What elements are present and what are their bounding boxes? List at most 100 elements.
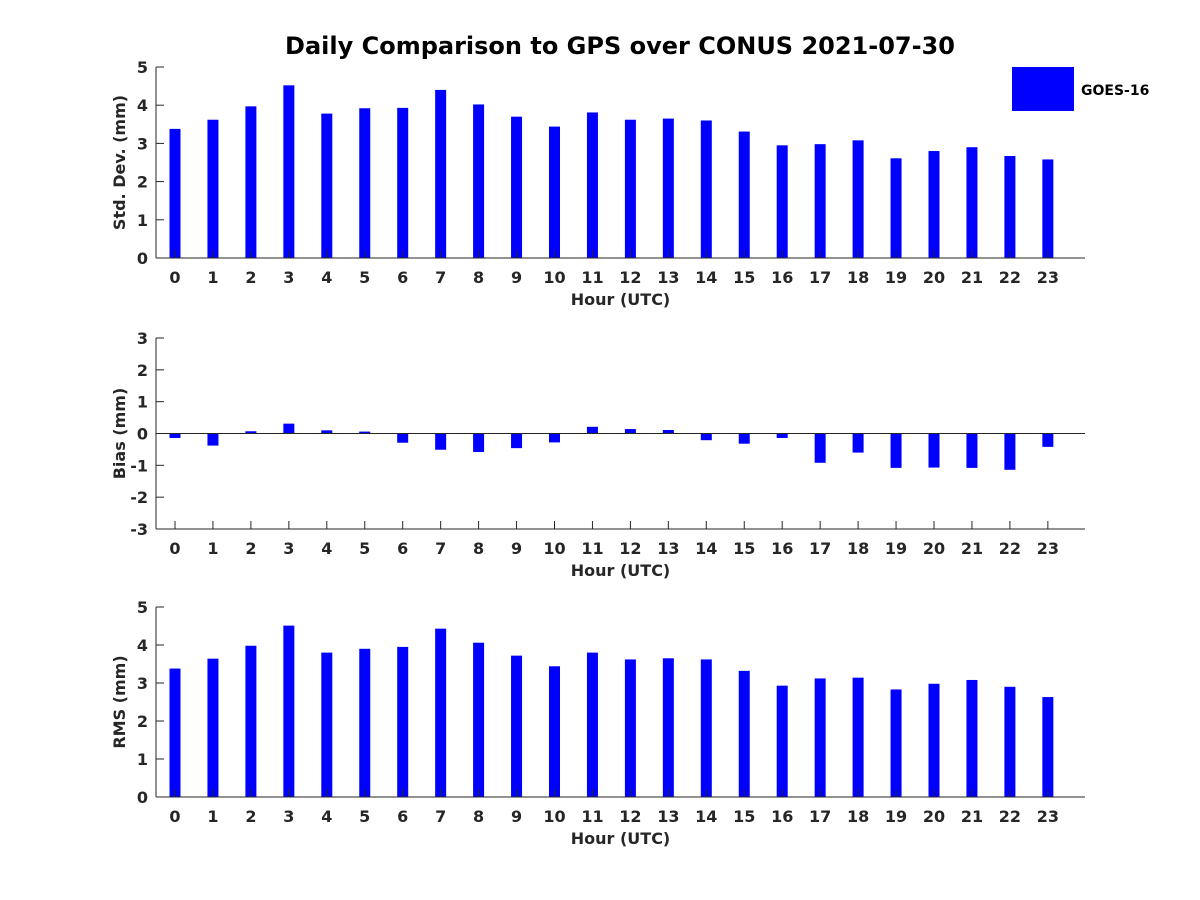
rms-xtick-label-4: 4	[321, 807, 332, 826]
rms-bar-2	[245, 645, 257, 797]
std-dev-xtick-label-9: 9	[511, 268, 522, 287]
rms-bar-13	[662, 658, 674, 797]
rms-bar-8	[473, 642, 485, 797]
bias-bar-17	[814, 433, 826, 463]
rms-xtick-label-11: 11	[581, 807, 603, 826]
rms-bar-17	[814, 678, 826, 797]
bias-bar-0	[169, 433, 181, 438]
rms-xtick-label-23: 23	[1037, 807, 1059, 826]
bias-xtick-label-4: 4	[321, 539, 332, 558]
chart-title: Daily Comparison to GPS over CONUS 2021-…	[285, 32, 955, 60]
rms-bar-23	[1042, 697, 1054, 797]
bias-ytick-label-3: 0	[137, 425, 148, 444]
rms-bar-5	[359, 648, 371, 797]
bias-xtick-label-3: 3	[283, 539, 294, 558]
std-dev-xtick-label-2: 2	[245, 268, 256, 287]
rms-ytick-label-1: 1	[137, 750, 148, 769]
std-dev-bar-20	[928, 151, 940, 258]
legend-label: GOES-16	[1081, 83, 1149, 99]
bias-xtick-label-14: 14	[695, 539, 717, 558]
bias-xtick-label-21: 21	[961, 539, 983, 558]
std-dev-xtick-label-21: 21	[961, 268, 983, 287]
rms-xtick-label-10: 10	[543, 807, 565, 826]
bias-xtick-label-23: 23	[1037, 539, 1059, 558]
bias-bar-21	[966, 433, 978, 468]
bias-xlabel: Hour (UTC)	[571, 561, 671, 580]
std-dev-bar-16	[776, 145, 788, 258]
bias-bar-7	[435, 433, 447, 450]
rms-bar-11	[586, 652, 598, 797]
rms-bar-18	[852, 677, 864, 797]
rms-xtick-label-16: 16	[771, 807, 793, 826]
bias-bar-1	[207, 433, 219, 446]
std-dev-bar-21	[966, 147, 978, 258]
rms-ytick-label-2: 2	[137, 712, 148, 731]
std-dev-ytick-label-4: 4	[137, 96, 148, 115]
rms-ytick-label-4: 4	[137, 636, 148, 655]
bias-bar-22	[1004, 433, 1016, 470]
legend: GOES-16	[1012, 67, 1149, 111]
std-dev-xtick-label-6: 6	[397, 268, 408, 287]
std-dev-xtick-label-0: 0	[169, 268, 180, 287]
rms-bar-10	[549, 666, 560, 797]
rms-xtick-label-17: 17	[809, 807, 831, 826]
bias-xtick-label-10: 10	[543, 539, 565, 558]
bias-xtick-label-8: 8	[473, 539, 484, 558]
bias-xtick-label-2: 2	[245, 539, 256, 558]
bias-xtick-label-5: 5	[359, 539, 370, 558]
rms-bar-1	[207, 658, 219, 797]
bias-bar-15	[738, 433, 750, 444]
std-dev-xlabel: Hour (UTC)	[571, 290, 671, 309]
rms-xtick-label-13: 13	[657, 807, 679, 826]
bias-xtick-label-12: 12	[619, 539, 641, 558]
std-dev-bar-2	[245, 106, 257, 258]
bias-bar-16	[776, 433, 788, 438]
rms-bar-16	[776, 685, 788, 797]
std-dev-bars	[169, 85, 1054, 259]
std-dev-bar-15	[738, 131, 750, 258]
std-dev-xtick-label-3: 3	[283, 268, 294, 287]
legend-swatch	[1012, 67, 1074, 111]
rms-xtick-label-14: 14	[695, 807, 717, 826]
rms-bar-12	[624, 659, 636, 797]
rms-xtick-label-0: 0	[169, 807, 180, 826]
std-dev-xtick-label-14: 14	[695, 268, 717, 287]
bias-xtick-label-1: 1	[207, 539, 218, 558]
std-dev-bar-7	[435, 89, 447, 258]
bias-xtick-label-15: 15	[733, 539, 755, 558]
std-dev-ytick-label-2: 2	[137, 173, 148, 192]
rms-ylabel: RMS (mm)	[110, 655, 129, 748]
rms-xtick-label-18: 18	[847, 807, 869, 826]
std-dev-xtick-label-23: 23	[1037, 268, 1059, 287]
rms-bar-15	[738, 670, 750, 797]
bias-xtick-label-7: 7	[435, 539, 446, 558]
rms-xtick-label-5: 5	[359, 807, 370, 826]
rms-ytick-label-0: 0	[137, 788, 148, 807]
std-dev-bar-12	[624, 119, 636, 258]
bias-bars	[169, 423, 1054, 470]
std-dev-bar-22	[1004, 156, 1016, 258]
std-dev-bar-0	[169, 128, 181, 258]
bias-bar-6	[397, 433, 409, 443]
bias-xtick-label-9: 9	[511, 539, 522, 558]
bias-bar-9	[511, 433, 523, 449]
std-dev-bar-6	[397, 107, 409, 259]
bias-xtick-label-19: 19	[885, 539, 907, 558]
bias-ytick-label-1: -2	[130, 488, 148, 507]
bias-ytick-label-5: 2	[137, 361, 148, 380]
rms-bar-19	[890, 689, 902, 797]
rms-bar-22	[1004, 686, 1016, 797]
std-dev-ytick-label-3: 3	[137, 134, 148, 153]
std-dev-xtick-label-19: 19	[885, 268, 907, 287]
bias-xtick-label-11: 11	[581, 539, 603, 558]
bias-bar-3	[283, 423, 295, 434]
rms-xtick-label-15: 15	[733, 807, 755, 826]
bias-ytick-label-4: 1	[137, 393, 148, 412]
bias-ytick-label-6: 3	[137, 329, 148, 348]
rms-ytick-label-3: 3	[137, 674, 148, 693]
std-dev-bar-4	[321, 113, 333, 258]
